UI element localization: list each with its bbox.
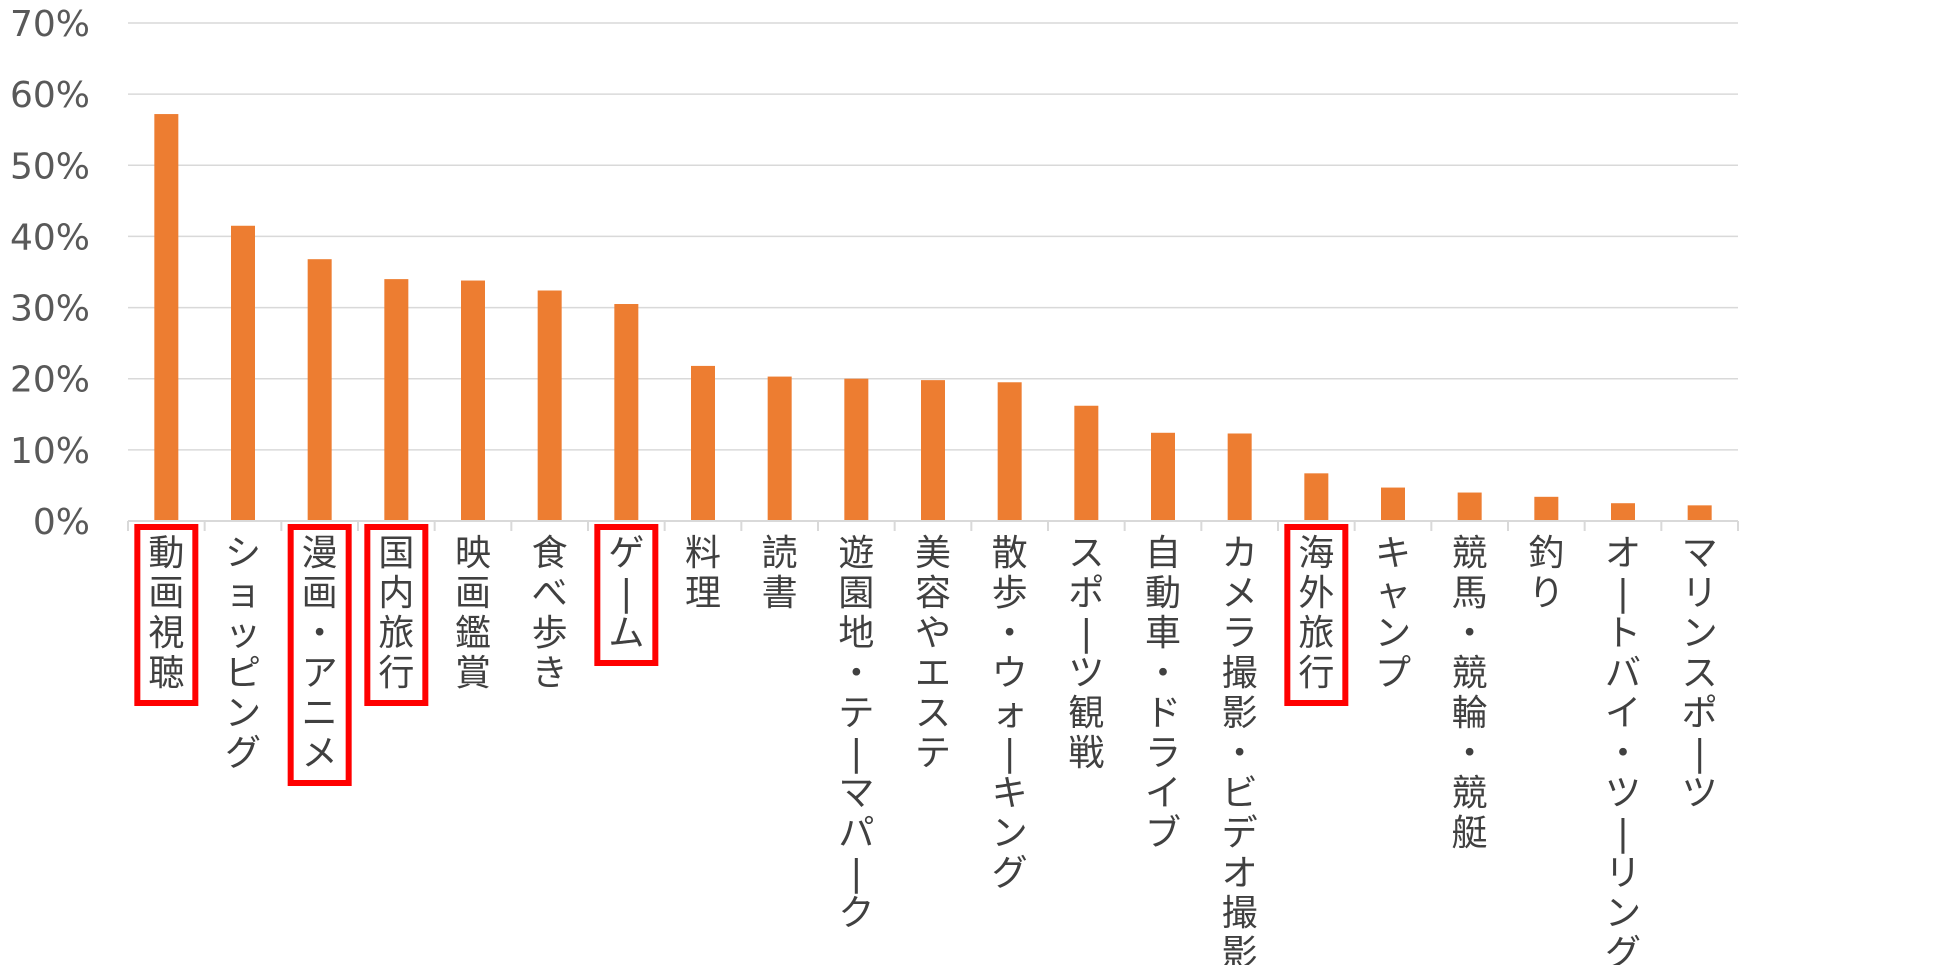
bar: [1611, 503, 1635, 521]
category-label: 競馬・競輪・競艇: [1452, 533, 1488, 854]
category-label: スポ|ツ観戦: [1068, 533, 1104, 774]
highlight-box: [134, 524, 199, 706]
bar: [1227, 433, 1252, 521]
category-label: 散歩・ウォ|キング: [992, 533, 1028, 894]
bar: [921, 380, 945, 521]
bar: [1534, 496, 1559, 521]
y-axis-ticks: 0% 10% 20% 30% 40% 50% 60% 70%: [10, 4, 90, 543]
bar: [614, 304, 639, 521]
bar: [461, 280, 485, 521]
category-label: キャンプ: [1375, 533, 1411, 694]
category-label: 美容やエステ: [915, 533, 951, 774]
bar: [997, 382, 1022, 521]
y-tick-label: 40%: [10, 217, 90, 258]
category-label: 漫画・アニメ: [302, 533, 338, 774]
category-label: 遊園地・テ|マパ|ク: [838, 533, 874, 934]
bar: [1381, 487, 1405, 521]
bar: [844, 378, 869, 521]
category-label: ゲ|ム: [608, 533, 644, 654]
bar: [307, 259, 332, 521]
category-label: 読書: [762, 533, 798, 614]
y-tick-label: 50%: [10, 146, 90, 187]
bar: [1687, 505, 1712, 521]
category-label: オ|トバイ・ツ|リング: [1605, 533, 1641, 965]
highlight-box: [364, 524, 429, 706]
bar: [231, 225, 255, 521]
y-tick-label: 10%: [10, 431, 90, 472]
bar: [1304, 473, 1329, 521]
category-label: 料理: [685, 533, 721, 614]
category-label: 自動車・ドライブ: [1145, 533, 1181, 854]
category-label: ショッピング: [225, 533, 261, 774]
category-label: 釣り: [1528, 533, 1564, 614]
bar: [154, 114, 179, 521]
bar: [384, 279, 409, 521]
y-tick-label: 70%: [10, 4, 90, 45]
category-label: 国内旅行: [378, 533, 414, 694]
bar: [767, 376, 792, 521]
bar: [1151, 432, 1175, 521]
y-tick-label: 0%: [33, 502, 90, 543]
highlight-box: [594, 524, 659, 666]
bar: [1074, 405, 1099, 521]
category-label: 食べ歩き: [532, 533, 568, 694]
y-tick-label: 20%: [10, 360, 90, 401]
bar: [537, 290, 562, 521]
highlight-box: [287, 524, 352, 786]
category-label: 映画鑑賞: [455, 533, 491, 694]
category-label: 海外旅行: [1298, 533, 1334, 694]
category-label: カメラ撮影・ビデオ撮影: [1222, 533, 1258, 965]
highlight-boxes: [134, 524, 1349, 786]
highlight-box: [1284, 524, 1349, 706]
x-axis: [127, 520, 1739, 531]
bar: [691, 365, 715, 521]
category-label: マリンスポ|ツ: [1682, 533, 1718, 814]
bar: [1457, 492, 1482, 521]
category-label: 動画視聴: [148, 533, 184, 694]
y-tick-label: 30%: [10, 289, 90, 330]
y-tick-label: 60%: [10, 75, 90, 116]
bars: [154, 114, 1712, 521]
